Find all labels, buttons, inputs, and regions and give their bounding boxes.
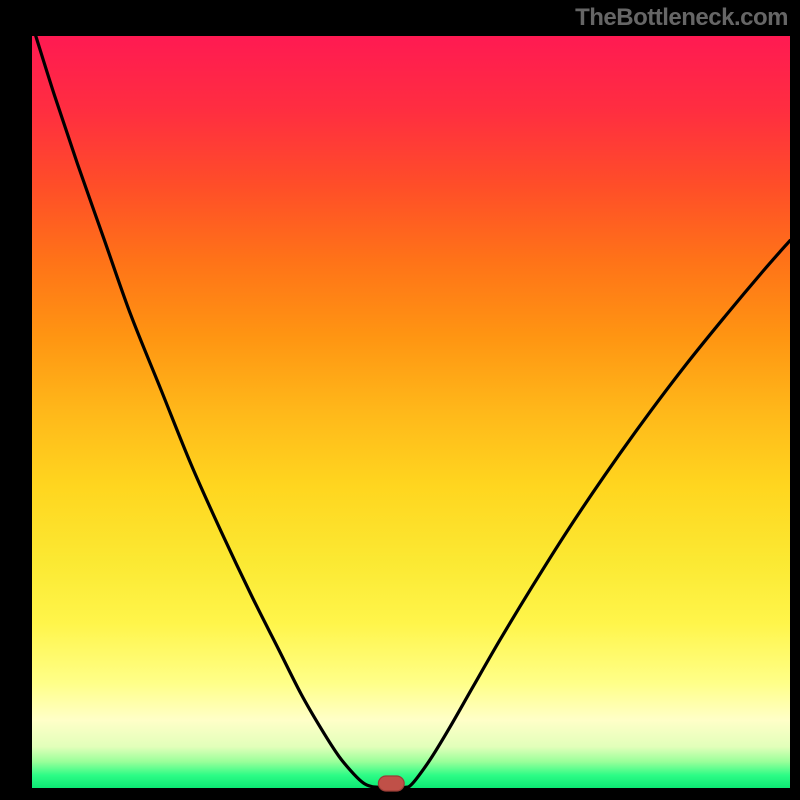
chart-container: TheBottleneck.com <box>0 0 800 800</box>
marker-point <box>378 776 404 791</box>
chart-svg <box>0 0 800 800</box>
plot-background <box>32 36 790 788</box>
